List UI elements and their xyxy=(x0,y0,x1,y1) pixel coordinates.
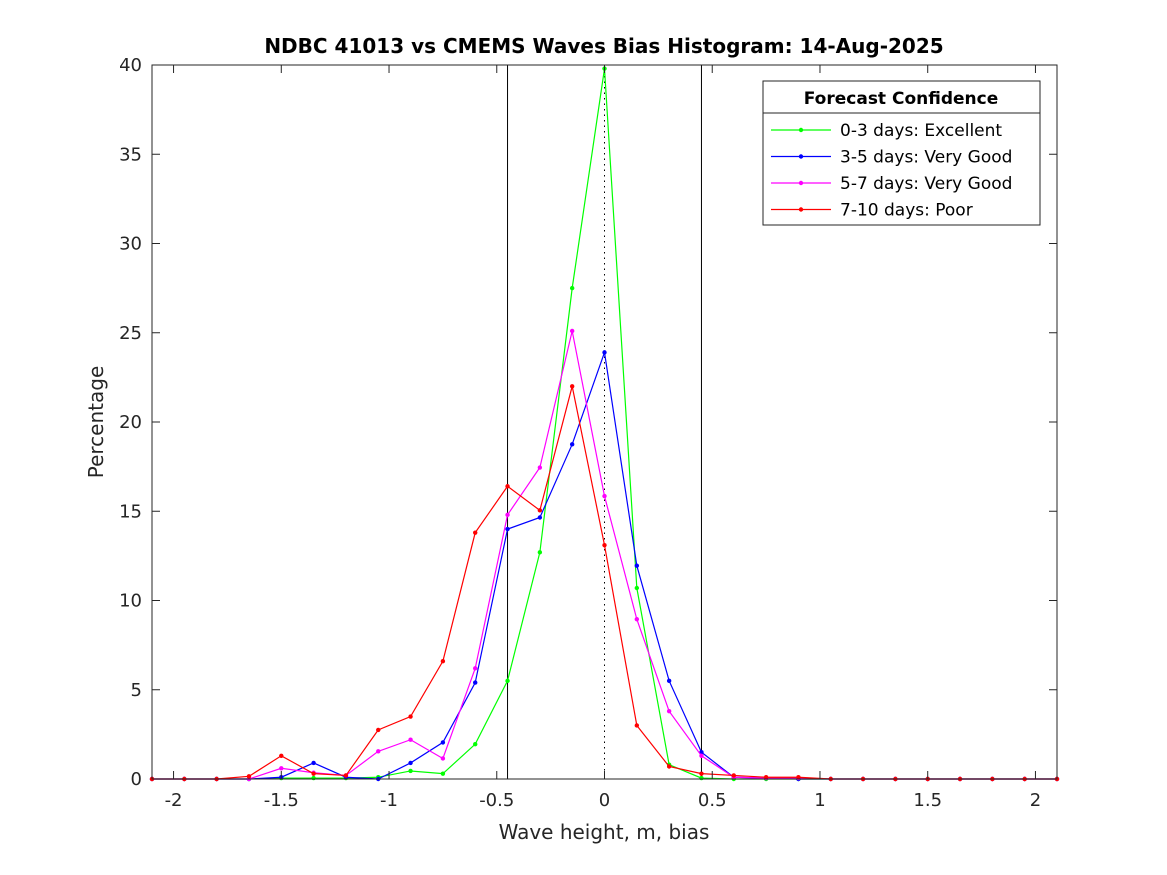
data-point xyxy=(279,753,284,758)
data-point xyxy=(473,530,478,535)
data-point xyxy=(440,740,446,745)
data-point xyxy=(699,775,704,781)
data-point xyxy=(376,749,381,754)
chart-title: NDBC 41013 vs CMEMS Waves Bias Histogram… xyxy=(264,34,943,58)
data-point xyxy=(505,484,510,489)
data-point xyxy=(473,666,478,671)
legend: Forecast Confidence 0-3 days: Excellent 3… xyxy=(762,80,1041,226)
data-point xyxy=(666,764,672,769)
data-point xyxy=(666,708,672,714)
data-point xyxy=(311,760,316,766)
x-tick-label: 2 xyxy=(1030,790,1041,811)
y-tick-label: 5 xyxy=(131,680,142,701)
data-point xyxy=(537,550,543,555)
legend-label: 3-5 days: Very Good xyxy=(840,148,1012,168)
legend-swatch-marker xyxy=(798,127,804,133)
data-point xyxy=(602,493,607,499)
x-tick-label: -1 xyxy=(380,790,398,811)
legend-title: Forecast Confidence xyxy=(804,89,999,109)
data-point xyxy=(376,727,381,733)
x-tick-label: -2 xyxy=(165,790,183,811)
data-point xyxy=(440,658,446,664)
data-point xyxy=(311,775,316,781)
data-point xyxy=(473,741,478,747)
legend-label: 7-10 days: Poor xyxy=(840,201,973,221)
data-point xyxy=(408,714,413,719)
data-point xyxy=(569,285,575,291)
y-tick-label: 25 xyxy=(119,323,142,344)
data-point xyxy=(505,678,510,684)
data-point xyxy=(537,508,543,513)
legend-swatch-marker xyxy=(798,180,804,186)
y-tick-label: 15 xyxy=(119,501,142,522)
data-point xyxy=(763,775,769,780)
data-point xyxy=(440,756,446,761)
data-point xyxy=(408,737,413,742)
x-tick-label: 0.5 xyxy=(698,790,727,811)
data-point xyxy=(440,771,446,776)
reference-lines xyxy=(507,65,702,779)
legend-swatch-marker xyxy=(798,207,804,212)
legend-label: 5-7 days: Very Good xyxy=(840,174,1012,194)
data-point xyxy=(569,328,575,334)
data-point xyxy=(246,774,252,779)
data-point xyxy=(408,768,413,774)
data-point xyxy=(796,775,801,780)
data-point xyxy=(537,515,543,520)
data-point xyxy=(731,773,736,778)
y-tick-label: 0 xyxy=(131,769,142,790)
legend-entry-1: 3-5 days: Very Good xyxy=(771,148,1012,168)
data-point xyxy=(343,773,349,778)
y-tick-label: 10 xyxy=(119,591,142,612)
data-point xyxy=(569,384,575,389)
data-point xyxy=(408,760,413,766)
y-tick-label: 40 xyxy=(119,55,142,76)
legend-swatch-marker xyxy=(798,154,804,159)
data-point xyxy=(279,766,284,771)
x-tick-label: -1.5 xyxy=(264,790,299,811)
data-point xyxy=(634,723,640,728)
data-point xyxy=(569,442,575,447)
legend-label: 0-3 days: Excellent xyxy=(840,121,1002,141)
x-tick-label: 1 xyxy=(814,790,825,811)
legend-entry-0: 0-3 days: Excellent xyxy=(771,121,1002,141)
data-point xyxy=(473,680,478,685)
x-tick-label: -0.5 xyxy=(479,790,514,811)
data-point xyxy=(634,585,640,591)
data-point xyxy=(602,350,607,355)
y-tick-label: 20 xyxy=(119,412,142,433)
data-point xyxy=(537,465,543,470)
data-point xyxy=(505,526,510,532)
x-tick-label: 1.5 xyxy=(913,790,942,811)
legend-box xyxy=(762,80,1041,226)
data-point xyxy=(634,563,640,568)
data-point xyxy=(634,617,640,622)
x-axis-label: Wave height, m, bias xyxy=(499,820,710,844)
data-point xyxy=(699,771,704,776)
y-tick-label: 35 xyxy=(119,144,142,165)
data-point xyxy=(699,753,704,758)
legend-entry-3: 7-10 days: Poor xyxy=(771,201,973,221)
data-point xyxy=(602,542,607,548)
legend-entries: 0-3 days: Excellent 3-5 days: Very Good 5-… xyxy=(771,121,1012,221)
legend-entry-2: 5-7 days: Very Good xyxy=(771,174,1012,194)
data-point xyxy=(311,771,316,776)
y-axis-label: Percentage xyxy=(84,366,108,479)
x-tick-label: 0 xyxy=(599,790,610,811)
y-tick-label: 30 xyxy=(119,234,142,255)
data-point xyxy=(666,678,672,684)
data-point xyxy=(505,512,510,518)
